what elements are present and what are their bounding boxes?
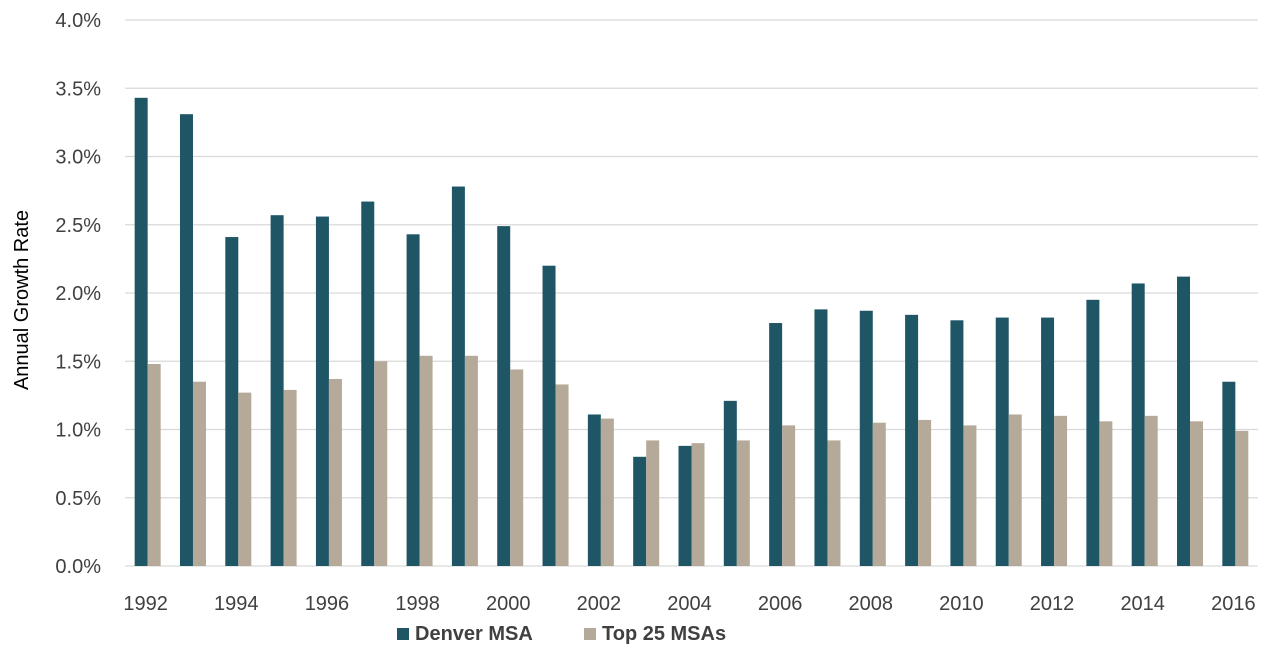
bar-top25 xyxy=(147,363,161,566)
bar-denver xyxy=(995,317,1009,566)
legend-swatch xyxy=(397,628,409,640)
x-tick-label: 2010 xyxy=(939,593,984,615)
bar-denver xyxy=(587,414,601,566)
x-tick-label: 2016 xyxy=(1211,593,1256,615)
x-tick-label: 2002 xyxy=(577,593,622,615)
bar-denver xyxy=(950,320,964,566)
bar-top25 xyxy=(555,384,569,566)
bar-top25 xyxy=(510,369,524,566)
bar-top25 xyxy=(1008,414,1022,566)
bar-denver xyxy=(769,323,783,566)
bar-denver xyxy=(723,400,737,566)
y-tick-label: 0.0% xyxy=(55,556,101,578)
y-tick-label: 1.5% xyxy=(55,351,101,373)
y-tick-label: 3.5% xyxy=(55,78,101,100)
y-tick-label: 0.5% xyxy=(55,488,101,510)
legend-label: Top 25 MSAs xyxy=(602,623,726,645)
x-tick-label: 2006 xyxy=(758,593,803,615)
x-axis-ticks: 1992 1994 1996 1998 2000 2002 2004 2006 2008 2010… xyxy=(123,593,1255,615)
bar-denver xyxy=(315,216,329,566)
y-axis-ticks: 0.0% 0.5% 1.0% 1.5% 2.0% 2.5% 3.0% 3.5% 4.0% xyxy=(55,10,101,578)
y-tick-label: 4.0% xyxy=(55,10,101,32)
bar-denver xyxy=(1041,317,1055,566)
bar-top25 xyxy=(1190,421,1204,566)
bar-denver xyxy=(859,310,873,566)
bar-denver xyxy=(905,314,919,566)
bar-top25 xyxy=(1054,415,1068,566)
legend: Denver MSA Top 25 MSAs xyxy=(397,623,726,645)
x-tick-label: 2000 xyxy=(486,593,531,615)
legend-swatch xyxy=(584,628,596,640)
bar-top25 xyxy=(1235,430,1249,566)
bar-top25 xyxy=(963,425,977,566)
bar-denver xyxy=(1222,381,1236,566)
bar-denver xyxy=(1086,299,1100,566)
gridlines xyxy=(125,19,1258,567)
bar-top25 xyxy=(736,440,750,566)
bar-top25 xyxy=(1144,415,1158,566)
bars xyxy=(134,97,1249,567)
bar-denver xyxy=(814,309,828,566)
bar-top25 xyxy=(192,381,206,566)
bar-denver xyxy=(225,237,239,566)
y-tick-label: 2.5% xyxy=(55,215,101,237)
bar-denver xyxy=(406,234,420,566)
bar-top25 xyxy=(691,443,705,566)
bar-top25 xyxy=(419,355,433,566)
bar-top25 xyxy=(600,418,614,566)
bar-top25 xyxy=(283,389,297,566)
x-tick-label: 2008 xyxy=(849,593,894,615)
bar-denver xyxy=(179,114,193,566)
bar-denver xyxy=(451,186,465,566)
y-tick-label: 1.0% xyxy=(55,420,101,442)
x-tick-label: 2012 xyxy=(1030,593,1075,615)
bar-denver xyxy=(270,215,284,566)
x-tick-label: 1994 xyxy=(214,593,259,615)
x-tick-label: 1996 xyxy=(305,593,350,615)
x-tick-label: 2014 xyxy=(1120,593,1165,615)
legend-label: Denver MSA xyxy=(415,623,533,645)
bar-top25 xyxy=(238,392,252,566)
bar-denver xyxy=(633,456,647,566)
bar-top25 xyxy=(827,440,841,566)
bar-denver xyxy=(361,201,375,567)
x-tick-label: 1998 xyxy=(395,593,440,615)
bar-top25 xyxy=(646,440,660,566)
y-tick-label: 3.0% xyxy=(55,147,101,169)
bar-denver xyxy=(134,97,148,567)
bar-denver xyxy=(1177,276,1191,566)
y-tick-label: 2.0% xyxy=(55,283,101,305)
bar-top25 xyxy=(918,419,932,566)
bar-denver xyxy=(542,265,556,566)
bar-denver xyxy=(678,445,692,566)
bar-top25 xyxy=(374,361,388,566)
bar-top25 xyxy=(872,422,886,566)
bar-denver xyxy=(497,226,511,567)
x-tick-label: 2004 xyxy=(667,593,712,615)
bar-top25 xyxy=(464,355,478,566)
bar-top25 xyxy=(1099,421,1113,566)
x-tick-label: 1992 xyxy=(123,593,168,615)
y-axis-title: Annual Growth Rate xyxy=(11,210,33,390)
bar-top25 xyxy=(782,425,796,566)
bar-denver xyxy=(1131,283,1145,566)
bar-top25 xyxy=(328,378,342,566)
